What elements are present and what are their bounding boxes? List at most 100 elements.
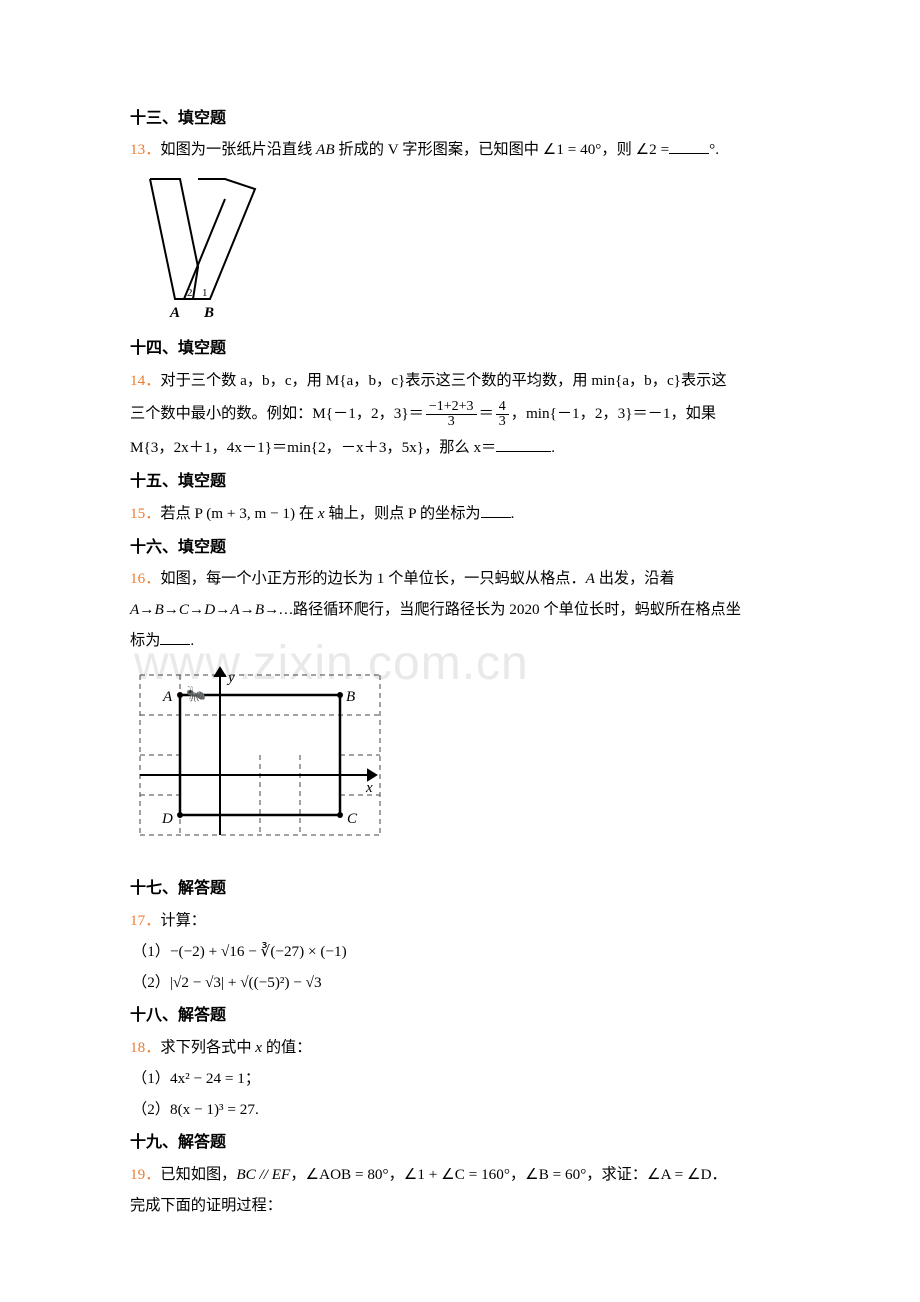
section-14-head: 十四、填空题 <box>130 334 790 364</box>
q13-a: 如图为一张纸片沿直线 <box>160 141 316 158</box>
q16-l2: A→B→C→D→A→B→…路径循环爬行，当爬行路径长为 2020 个单位长时，蚂… <box>130 596 790 625</box>
q13-c: ，则 <box>601 141 635 158</box>
q18-p1-expr: 4x² − 24 = 1 <box>170 1070 245 1087</box>
q16-l2a: A→B→C→D→A→B→… <box>130 601 293 618</box>
q17-p2: （2）|√2 − √3| + √((−5)²) − √3 <box>130 969 790 998</box>
q17-p1-label: （1） <box>132 943 170 960</box>
q14-l1: 14．对于三个数 a，b，c，用 M{a，b，c}表示这三个数的平均数，用 mi… <box>130 367 790 396</box>
q14-l2a: 三个数中最小的数。例如：M{－1，2，3}＝ <box>130 405 424 422</box>
q13-b: 折成的 V 字形图案，已知图中 <box>335 141 543 158</box>
q19-sumc: ∠1 + ∠C = 160° <box>404 1166 510 1183</box>
q18-p2-tail: . <box>255 1101 259 1118</box>
q16-l1: 16．如图，每一个小正方形的边长为 1 个单位长，一只蚂蚁从格点．A 出发，沿着 <box>130 565 790 594</box>
q13-ang2: ∠2 = <box>636 141 670 158</box>
section-13-head: 十三、填空题 <box>130 104 790 134</box>
q16-l3a: 标为 <box>130 632 160 649</box>
q18-title: 18．求下列各式中 x 的值： <box>130 1034 790 1063</box>
q19-l1: 19．已知如图，BC // EF，∠AOB = 80°，∠1 + ∠C = 16… <box>130 1161 790 1190</box>
q17-p2-label: （2） <box>132 974 170 991</box>
q14-l2: 三个数中最小的数。例如：M{－1，2，3}＝−1+2+33＝43，min{－1，… <box>130 397 790 432</box>
q14-frac2: 43 <box>496 400 509 430</box>
q13-tail: °. <box>709 141 719 158</box>
q14-frac1-num: −1+2+3 <box>426 400 477 416</box>
q13-ang1: ∠1 = 40° <box>543 141 602 158</box>
q14-l3tail: . <box>551 439 555 456</box>
q14-frac2-den: 3 <box>496 415 509 430</box>
q13-blank <box>669 140 709 155</box>
q17-p2-expr: |√2 − √3| + √((−5)²) − √3 <box>170 974 322 991</box>
q15-tail: . <box>511 505 515 522</box>
label-A16: A <box>162 689 173 705</box>
q17-t: 计算： <box>160 912 206 929</box>
q14-frac2-num: 4 <box>496 400 509 416</box>
q19-bcef: BC // EF <box>236 1166 290 1183</box>
q18-num: 18． <box>130 1039 160 1056</box>
q14-l1a: 对于三个数 a，b，c，用 M{a，b，c}表示这三个数的平均数，用 min{a… <box>160 372 726 389</box>
q18-p2-label: （2） <box>132 1101 170 1118</box>
q15-blank <box>481 503 511 518</box>
q19-l2t: 完成下面的证明过程： <box>130 1197 282 1214</box>
q19-c4: ，求证： <box>586 1166 647 1183</box>
q15-coord: (m + 3, m − 1) <box>206 505 295 522</box>
q17-num: 17． <box>130 912 160 929</box>
label-C16: C <box>347 811 358 827</box>
q16-figure: 🐜 A B C D x y <box>130 660 790 871</box>
label-D16: D <box>161 811 173 827</box>
q15-c: 轴上，则点 P 的坐标为 <box>325 505 481 522</box>
q19-l2: 完成下面的证明过程： <box>130 1192 790 1221</box>
q18-p1: （1）4x² − 24 = 1； <box>130 1065 790 1094</box>
q19-c3: ， <box>510 1166 525 1183</box>
q14-eq: ＝ <box>479 405 494 422</box>
q19-b60: ∠B = 60° <box>525 1166 586 1183</box>
q16-tail: . <box>190 632 194 649</box>
q14-blank <box>496 438 551 453</box>
q19-c1: ， <box>290 1166 305 1183</box>
label-y16: y <box>226 670 235 686</box>
section-15-head: 十五、填空题 <box>130 467 790 497</box>
q17-p1: （1）−(−2) + √16 − ∛(−27) × (−1) <box>130 938 790 967</box>
q14-l3: M{3，2x＋1，4x－1}＝min{2，－x＋3，5x}，那么 x＝. <box>130 434 790 463</box>
v-fold-svg: 1 2 A B <box>130 169 260 319</box>
q18-ta: 求下列各式中 <box>160 1039 255 1056</box>
q18-p1-label: （1） <box>132 1070 170 1087</box>
q16-l3: 标为. <box>130 627 790 656</box>
svg-text:🐜: 🐜 <box>186 686 206 703</box>
section-19-head: 十九、解答题 <box>130 1128 790 1158</box>
q19-tail: ． <box>712 1166 727 1183</box>
q18-p2: （2）8(x − 1)³ = 27. <box>130 1096 790 1125</box>
q16-blank <box>160 630 190 645</box>
q19-num: 19． <box>130 1166 160 1183</box>
q14-l2b: ，min{－1，2，3}＝－1，如果 <box>511 405 716 422</box>
q19-c2: ， <box>389 1166 404 1183</box>
q13-num: 13． <box>130 141 160 158</box>
label-x16: x <box>365 780 373 796</box>
q19-aob: ∠AOB = 80° <box>306 1166 389 1183</box>
q15-b: 在 <box>295 505 318 522</box>
q17-p1-expr: −(−2) + √16 − ∛(−27) × (−1) <box>170 943 347 960</box>
q13-AB: AB <box>316 141 335 158</box>
q16-num: 16． <box>130 570 160 587</box>
label-B: B <box>203 305 214 319</box>
q18-p2-expr: 8(x − 1)³ = 27 <box>170 1101 255 1118</box>
label-1: 1 <box>202 287 208 299</box>
q14-frac1: −1+2+33 <box>426 400 477 430</box>
q15-x: x <box>318 505 325 522</box>
q18-p1-tail: ； <box>245 1070 260 1087</box>
q13-figure: 1 2 A B <box>130 169 790 330</box>
label-B16: B <box>346 689 355 705</box>
q14-num: 14． <box>130 372 160 389</box>
q18-tb: 的值： <box>262 1039 311 1056</box>
q19-a: 已知如图， <box>160 1166 236 1183</box>
q16-l1b: A <box>586 570 595 587</box>
q14-l3a: M{3，2x＋1，4x－1}＝min{2，－x＋3，5x}，那么 x＝ <box>130 439 496 456</box>
q15-line: 15．若点 P (m + 3, m − 1) 在 x 轴上，则点 P 的坐标为. <box>130 500 790 529</box>
label-2: 2 <box>187 287 193 299</box>
q19-ad: ∠A = ∠D <box>647 1166 712 1183</box>
label-A: A <box>169 305 180 319</box>
q14-frac1-den: 3 <box>426 415 477 430</box>
q16-l1a: 如图，每一个小正方形的边长为 1 个单位长，一只蚂蚁从格点． <box>160 570 585 587</box>
section-16-head: 十六、填空题 <box>130 533 790 563</box>
content: 十三、填空题 13．如图为一张纸片沿直线 AB 折成的 V 字形图案，已知图中 … <box>130 104 790 1221</box>
section-17-head: 十七、解答题 <box>130 874 790 904</box>
q13-line: 13．如图为一张纸片沿直线 AB 折成的 V 字形图案，已知图中 ∠1 = 40… <box>130 136 790 165</box>
